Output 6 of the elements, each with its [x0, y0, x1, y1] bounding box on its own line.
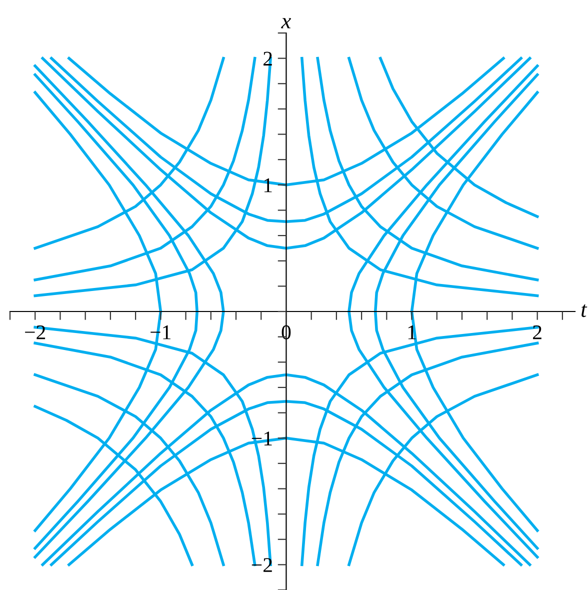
x-tick-label: 2: [533, 325, 542, 340]
y-tick-label: 2: [264, 52, 272, 66]
y-axis-title: x: [281, 18, 291, 28]
x-axis-title: t: [582, 304, 588, 318]
y-tick-label: −2: [252, 558, 272, 572]
x-tick-label: −2: [25, 325, 46, 340]
